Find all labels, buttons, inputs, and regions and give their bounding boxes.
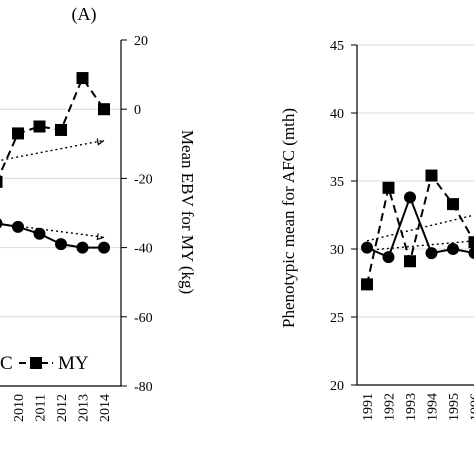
y-tick-label: 35 bbox=[330, 175, 344, 190]
data-point-circle bbox=[361, 241, 373, 254]
y-tick-label: 20 bbox=[134, 34, 148, 49]
trendline bbox=[0, 139, 105, 162]
data-point-square bbox=[382, 181, 395, 194]
trendline bbox=[0, 223, 105, 238]
data-point-circle bbox=[404, 191, 416, 204]
trend-arrowhead bbox=[96, 233, 105, 241]
legend-label-c: C bbox=[0, 353, 13, 374]
data-point-square bbox=[447, 198, 459, 211]
data-point-circle bbox=[382, 251, 395, 264]
data-point-circle bbox=[0, 218, 3, 229]
trend-arrowhead bbox=[96, 138, 105, 146]
x-tick-label: 1992 bbox=[383, 393, 398, 421]
x-tick-label: 1994 bbox=[426, 393, 441, 421]
legend: C MY bbox=[0, 353, 89, 374]
data-point-circle bbox=[12, 220, 24, 233]
y-tick-label: 20 bbox=[330, 379, 344, 394]
right-y-axis-label: Mean EBV for MY (kg) bbox=[178, 130, 197, 294]
left-y-axis-label: Phenotypic mean for AFC (mth) bbox=[279, 108, 298, 328]
trendline bbox=[366, 214, 474, 242]
panel-b: 20 25 30 35 40 45 Phenotypic mean for AFC (mt… bbox=[279, 39, 474, 421]
data-point-square bbox=[468, 236, 474, 249]
panel-a: (A) 20 0 -20 -40 -60 -80 Mean EBV for MY (kg)… bbox=[0, 4, 197, 422]
y-tick-label: 0 bbox=[134, 103, 141, 118]
data-point-square bbox=[0, 175, 3, 188]
y-tick-label: 30 bbox=[330, 243, 344, 258]
data-point-square bbox=[98, 103, 110, 116]
x-tick-label: 2010 bbox=[12, 394, 27, 422]
data-point-circle bbox=[425, 247, 438, 260]
series-line-dashed bbox=[366, 173, 474, 285]
data-point-square bbox=[404, 255, 416, 268]
x-tick-label: 1996 bbox=[469, 393, 474, 421]
legend-label-my: MY bbox=[58, 353, 89, 374]
y-tick-label: -60 bbox=[134, 311, 153, 326]
y-tick-label: 45 bbox=[330, 39, 344, 54]
y-tick-label: -80 bbox=[134, 380, 153, 395]
data-point-circle bbox=[98, 241, 110, 254]
data-point-square bbox=[55, 123, 67, 136]
x-tick-label: 1993 bbox=[404, 393, 419, 421]
y-tick-label: -20 bbox=[134, 172, 153, 187]
data-point-circle bbox=[33, 227, 46, 240]
x-tick-label: 1995 bbox=[447, 393, 462, 421]
data-point-square bbox=[33, 120, 46, 133]
data-point-square bbox=[361, 278, 373, 291]
x-tick-label: 2011 bbox=[34, 394, 49, 421]
data-point-circle bbox=[55, 238, 67, 251]
data-point-circle bbox=[76, 241, 89, 254]
x-tick-label: 2013 bbox=[77, 394, 92, 422]
y-tick-label: 40 bbox=[330, 107, 344, 122]
data-point-square bbox=[12, 127, 24, 140]
data-point-circle bbox=[447, 243, 459, 255]
x-tick-label: 1991 bbox=[361, 393, 376, 421]
data-point-square bbox=[76, 72, 89, 85]
y-tick-label: 25 bbox=[330, 311, 344, 326]
data-point-square bbox=[425, 169, 438, 182]
x-tick-label: 2014 bbox=[98, 394, 113, 422]
data-point-circle bbox=[468, 247, 474, 260]
legend-marker-square bbox=[30, 357, 42, 369]
panel-label: (A) bbox=[72, 4, 97, 25]
y-tick-label: -40 bbox=[134, 242, 153, 257]
x-tick-label: 2012 bbox=[55, 394, 70, 422]
